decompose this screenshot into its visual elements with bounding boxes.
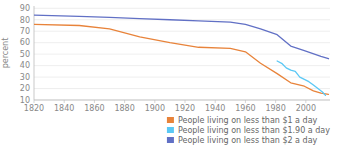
legend: People living on less than $1 a dayPeopl…: [167, 116, 330, 145]
y-axis: [34, 6, 35, 100]
y-tick-label: 90: [20, 4, 30, 13]
grid-line: [34, 88, 330, 89]
y-tick-label: 70: [20, 27, 30, 36]
series-line: [277, 61, 325, 95]
x-tick-label: 1920: [175, 104, 195, 113]
x-tick: [124, 100, 125, 103]
x-tick: [215, 100, 216, 103]
x-tick-label: 1860: [84, 104, 104, 113]
grid-line: [34, 100, 330, 101]
legend-label: People living on less than $1 a day: [178, 116, 318, 125]
legend-label: People living on less than $1.90 a day: [178, 126, 330, 135]
x-tick: [154, 100, 155, 103]
legend-swatch: [167, 137, 174, 143]
chart: 1020304050607080901820184018601880190019…: [0, 0, 338, 149]
y-tick-label: 40: [20, 61, 30, 70]
grid-line: [34, 54, 330, 55]
y-axis-label: percent: [1, 38, 10, 69]
x-tick: [185, 100, 186, 103]
legend-swatch: [167, 117, 174, 123]
x-tick: [94, 100, 95, 103]
x-axis: [34, 100, 330, 101]
grid-line: [34, 77, 330, 78]
y-tick-label: 20: [20, 84, 30, 93]
x-tick-label: 2000: [296, 104, 316, 113]
x-tick-label: 1960: [235, 104, 255, 113]
grid-line: [34, 65, 330, 66]
y-tick-label: 60: [20, 38, 30, 47]
y-tick-label: 80: [20, 16, 30, 25]
x-tick: [245, 100, 246, 103]
y-tick-label: 30: [20, 73, 30, 82]
legend-swatch: [167, 127, 174, 133]
x-tick-label: 1820: [24, 104, 44, 113]
x-tick-label: 1940: [205, 104, 225, 113]
grid-line: [34, 8, 330, 9]
series-line: [34, 15, 328, 59]
y-tick-label: 50: [20, 50, 30, 59]
grid-line: [34, 31, 330, 32]
x-tick: [305, 100, 306, 103]
x-tick-label: 1900: [145, 104, 165, 113]
plot-area: [34, 15, 328, 95]
x-tick: [34, 100, 35, 103]
x-tick-label: 1980: [265, 104, 285, 113]
x-tick-label: 1880: [114, 104, 134, 113]
x-tick-label: 1840: [54, 104, 74, 113]
x-tick: [64, 100, 65, 103]
series-line: [34, 24, 328, 94]
x-tick: [275, 100, 276, 103]
legend-label: People living on less than $2 a day: [178, 136, 318, 145]
